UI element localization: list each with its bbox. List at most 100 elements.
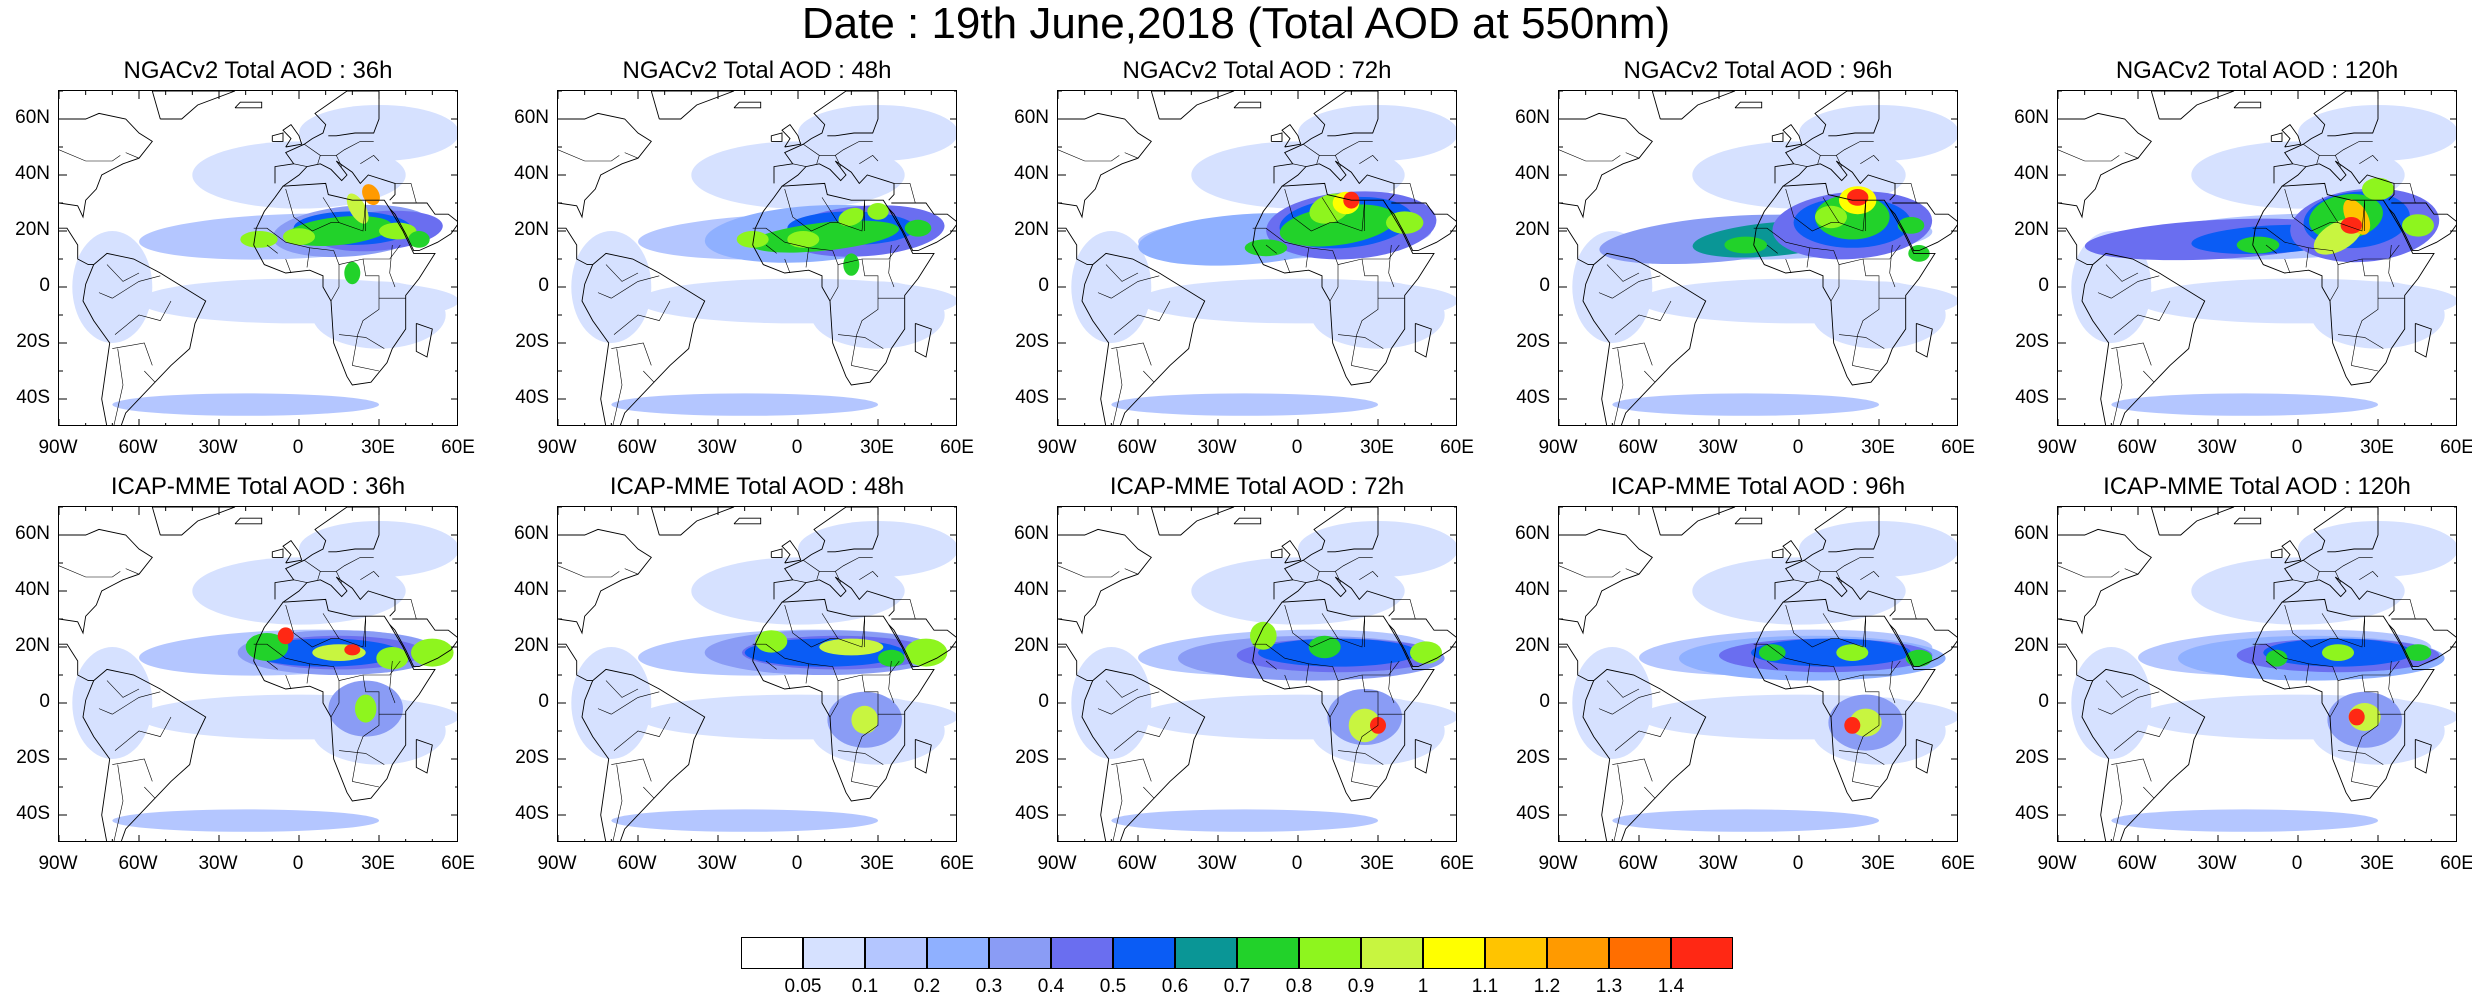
coastline <box>773 507 879 600</box>
coastline <box>234 517 263 525</box>
country-border <box>1303 557 1373 572</box>
aod-hotspot-shade <box>843 253 860 276</box>
longitude-label: 30W <box>1698 853 1738 874</box>
latitude-label: 40N <box>1515 163 1550 184</box>
coastline <box>253 598 436 802</box>
coastline <box>888 618 956 668</box>
country-border <box>2112 348 2123 425</box>
coastline <box>1281 123 1302 148</box>
aod-hotspot-shade <box>1386 211 1424 234</box>
country-border <box>285 604 366 648</box>
country-border <box>322 197 340 223</box>
colorbar-label: 0.8 <box>1285 976 1313 997</box>
longitude-label: 60W <box>118 853 158 874</box>
coastline <box>1233 101 1262 109</box>
axis-ticks <box>1559 507 1957 841</box>
latitude-label: 40N <box>2014 579 2049 600</box>
coastline <box>733 101 762 109</box>
country-border <box>2113 716 2171 751</box>
country-border <box>752 643 900 681</box>
country-border <box>851 781 879 788</box>
coastlines <box>558 91 956 425</box>
longitude-label: 30W <box>198 853 238 874</box>
aod-background-shade <box>1812 281 1946 349</box>
country-border <box>558 149 620 162</box>
latitude-label: 0 <box>1038 691 1049 712</box>
latitude-label: 20N <box>514 219 549 240</box>
country-border <box>597 708 612 715</box>
aod-map <box>1058 507 1456 841</box>
country-border <box>835 571 841 583</box>
country-border <box>1793 163 1808 167</box>
aod-field <box>571 521 956 832</box>
country-border <box>1852 258 1880 366</box>
coastline <box>1582 252 1707 425</box>
longitude-label: 60E <box>441 437 475 458</box>
coastline <box>1582 668 1707 841</box>
latitude-label: 60N <box>1014 107 1049 128</box>
axis-ticks <box>1559 91 1957 425</box>
country-border <box>1351 674 1379 782</box>
latitude-label: 40N <box>514 163 549 184</box>
aod-map <box>59 507 457 841</box>
country-border <box>1143 786 1155 799</box>
country-border <box>888 660 895 704</box>
longitude-label: 60W <box>118 437 158 458</box>
country-border <box>1598 292 1613 299</box>
coastline <box>1058 643 1093 682</box>
colorbar-swatch <box>1547 937 1609 969</box>
country-border <box>2359 155 2379 165</box>
country-border <box>1822 613 1840 639</box>
aod-background-shade <box>1071 647 1152 759</box>
country-border <box>888 244 895 288</box>
aod-background-shade <box>1799 521 1957 577</box>
latitude-label: 20N <box>2014 635 2049 656</box>
country-border <box>1830 264 1840 302</box>
country-border <box>330 264 340 302</box>
map-panel: NGACv2 Total AOD : 120h 60N 40N 20N 0 20S 40S 9… <box>2014 58 2472 478</box>
country-border <box>1329 680 1339 718</box>
coastline <box>1273 507 1379 600</box>
coastline <box>888 202 956 252</box>
latitude-label: 40S <box>1516 387 1550 408</box>
longitude-label: 90W <box>1037 853 1077 874</box>
map-panel: NGACv2 Total AOD : 96h 60N 40N 20N 0 20S 40S 90… <box>1515 58 1975 478</box>
coastline <box>2150 507 2235 536</box>
aod-background-shade <box>1298 105 1456 161</box>
latitude-label: 60N <box>15 107 50 128</box>
country-border <box>894 183 926 204</box>
country-border <box>2351 365 2379 372</box>
country-border <box>125 152 140 159</box>
country-border <box>1804 141 1874 156</box>
coastline <box>1774 91 1880 184</box>
coastline <box>415 322 433 358</box>
country-border <box>306 247 310 268</box>
country-border <box>1614 716 1672 751</box>
country-border <box>1895 599 1927 620</box>
coastline <box>1915 738 1933 774</box>
longitude-label: 90W <box>2037 437 2077 458</box>
country-border <box>1606 264 1640 282</box>
coastlines <box>1559 507 1957 841</box>
longitude-label: 90W <box>38 853 78 874</box>
aod-field <box>1071 521 1456 832</box>
longitude-label: 60W <box>617 853 657 874</box>
axis-ticks <box>558 91 956 425</box>
colorbar-swatch <box>865 937 927 969</box>
coastline <box>282 123 303 148</box>
country-border <box>1111 691 1160 715</box>
country-border <box>395 183 427 204</box>
country-border <box>1895 183 1927 204</box>
country-border <box>113 348 124 425</box>
aod-hotspot-shade <box>376 647 409 670</box>
country-border <box>1105 680 1139 698</box>
aod-hotspot-shade <box>1815 205 1847 229</box>
country-border <box>613 300 671 335</box>
coastline <box>2233 101 2262 109</box>
coastline <box>1281 539 1302 564</box>
country-border <box>821 197 839 223</box>
latitude-label: 0 <box>1038 275 1049 296</box>
longitude-label: 30W <box>198 437 238 458</box>
coastline <box>781 576 895 617</box>
country-border <box>2252 643 2400 681</box>
